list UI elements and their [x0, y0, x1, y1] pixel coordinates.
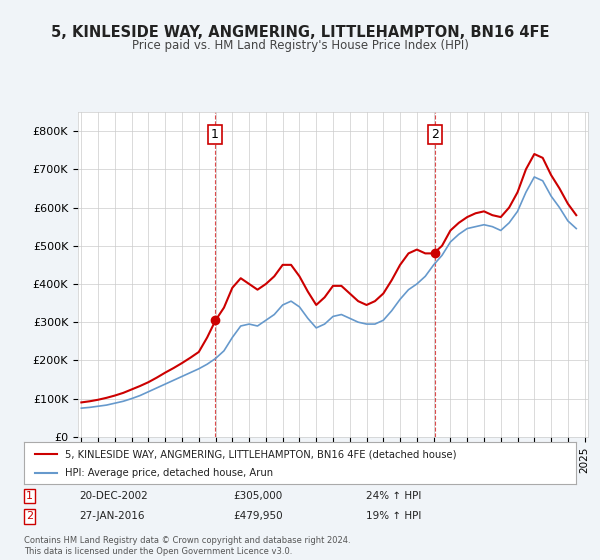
Text: 1: 1: [26, 491, 33, 501]
Text: 2: 2: [26, 511, 33, 521]
Text: 2: 2: [431, 128, 439, 141]
Text: 1: 1: [211, 128, 219, 141]
Text: 5, KINLESIDE WAY, ANGMERING, LITTLEHAMPTON, BN16 4FE: 5, KINLESIDE WAY, ANGMERING, LITTLEHAMPT…: [51, 25, 549, 40]
Text: 19% ↑ HPI: 19% ↑ HPI: [366, 511, 422, 521]
Text: 20-DEC-2002: 20-DEC-2002: [79, 491, 148, 501]
Text: Price paid vs. HM Land Registry's House Price Index (HPI): Price paid vs. HM Land Registry's House …: [131, 39, 469, 52]
Text: HPI: Average price, detached house, Arun: HPI: Average price, detached house, Arun: [65, 468, 274, 478]
Text: 24% ↑ HPI: 24% ↑ HPI: [366, 491, 422, 501]
Text: £305,000: £305,000: [234, 491, 283, 501]
Text: 27-JAN-2016: 27-JAN-2016: [79, 511, 145, 521]
Text: Contains HM Land Registry data © Crown copyright and database right 2024.
This d: Contains HM Land Registry data © Crown c…: [24, 536, 350, 556]
Text: £479,950: £479,950: [234, 511, 283, 521]
Text: 5, KINLESIDE WAY, ANGMERING, LITTLEHAMPTON, BN16 4FE (detached house): 5, KINLESIDE WAY, ANGMERING, LITTLEHAMPT…: [65, 449, 457, 459]
